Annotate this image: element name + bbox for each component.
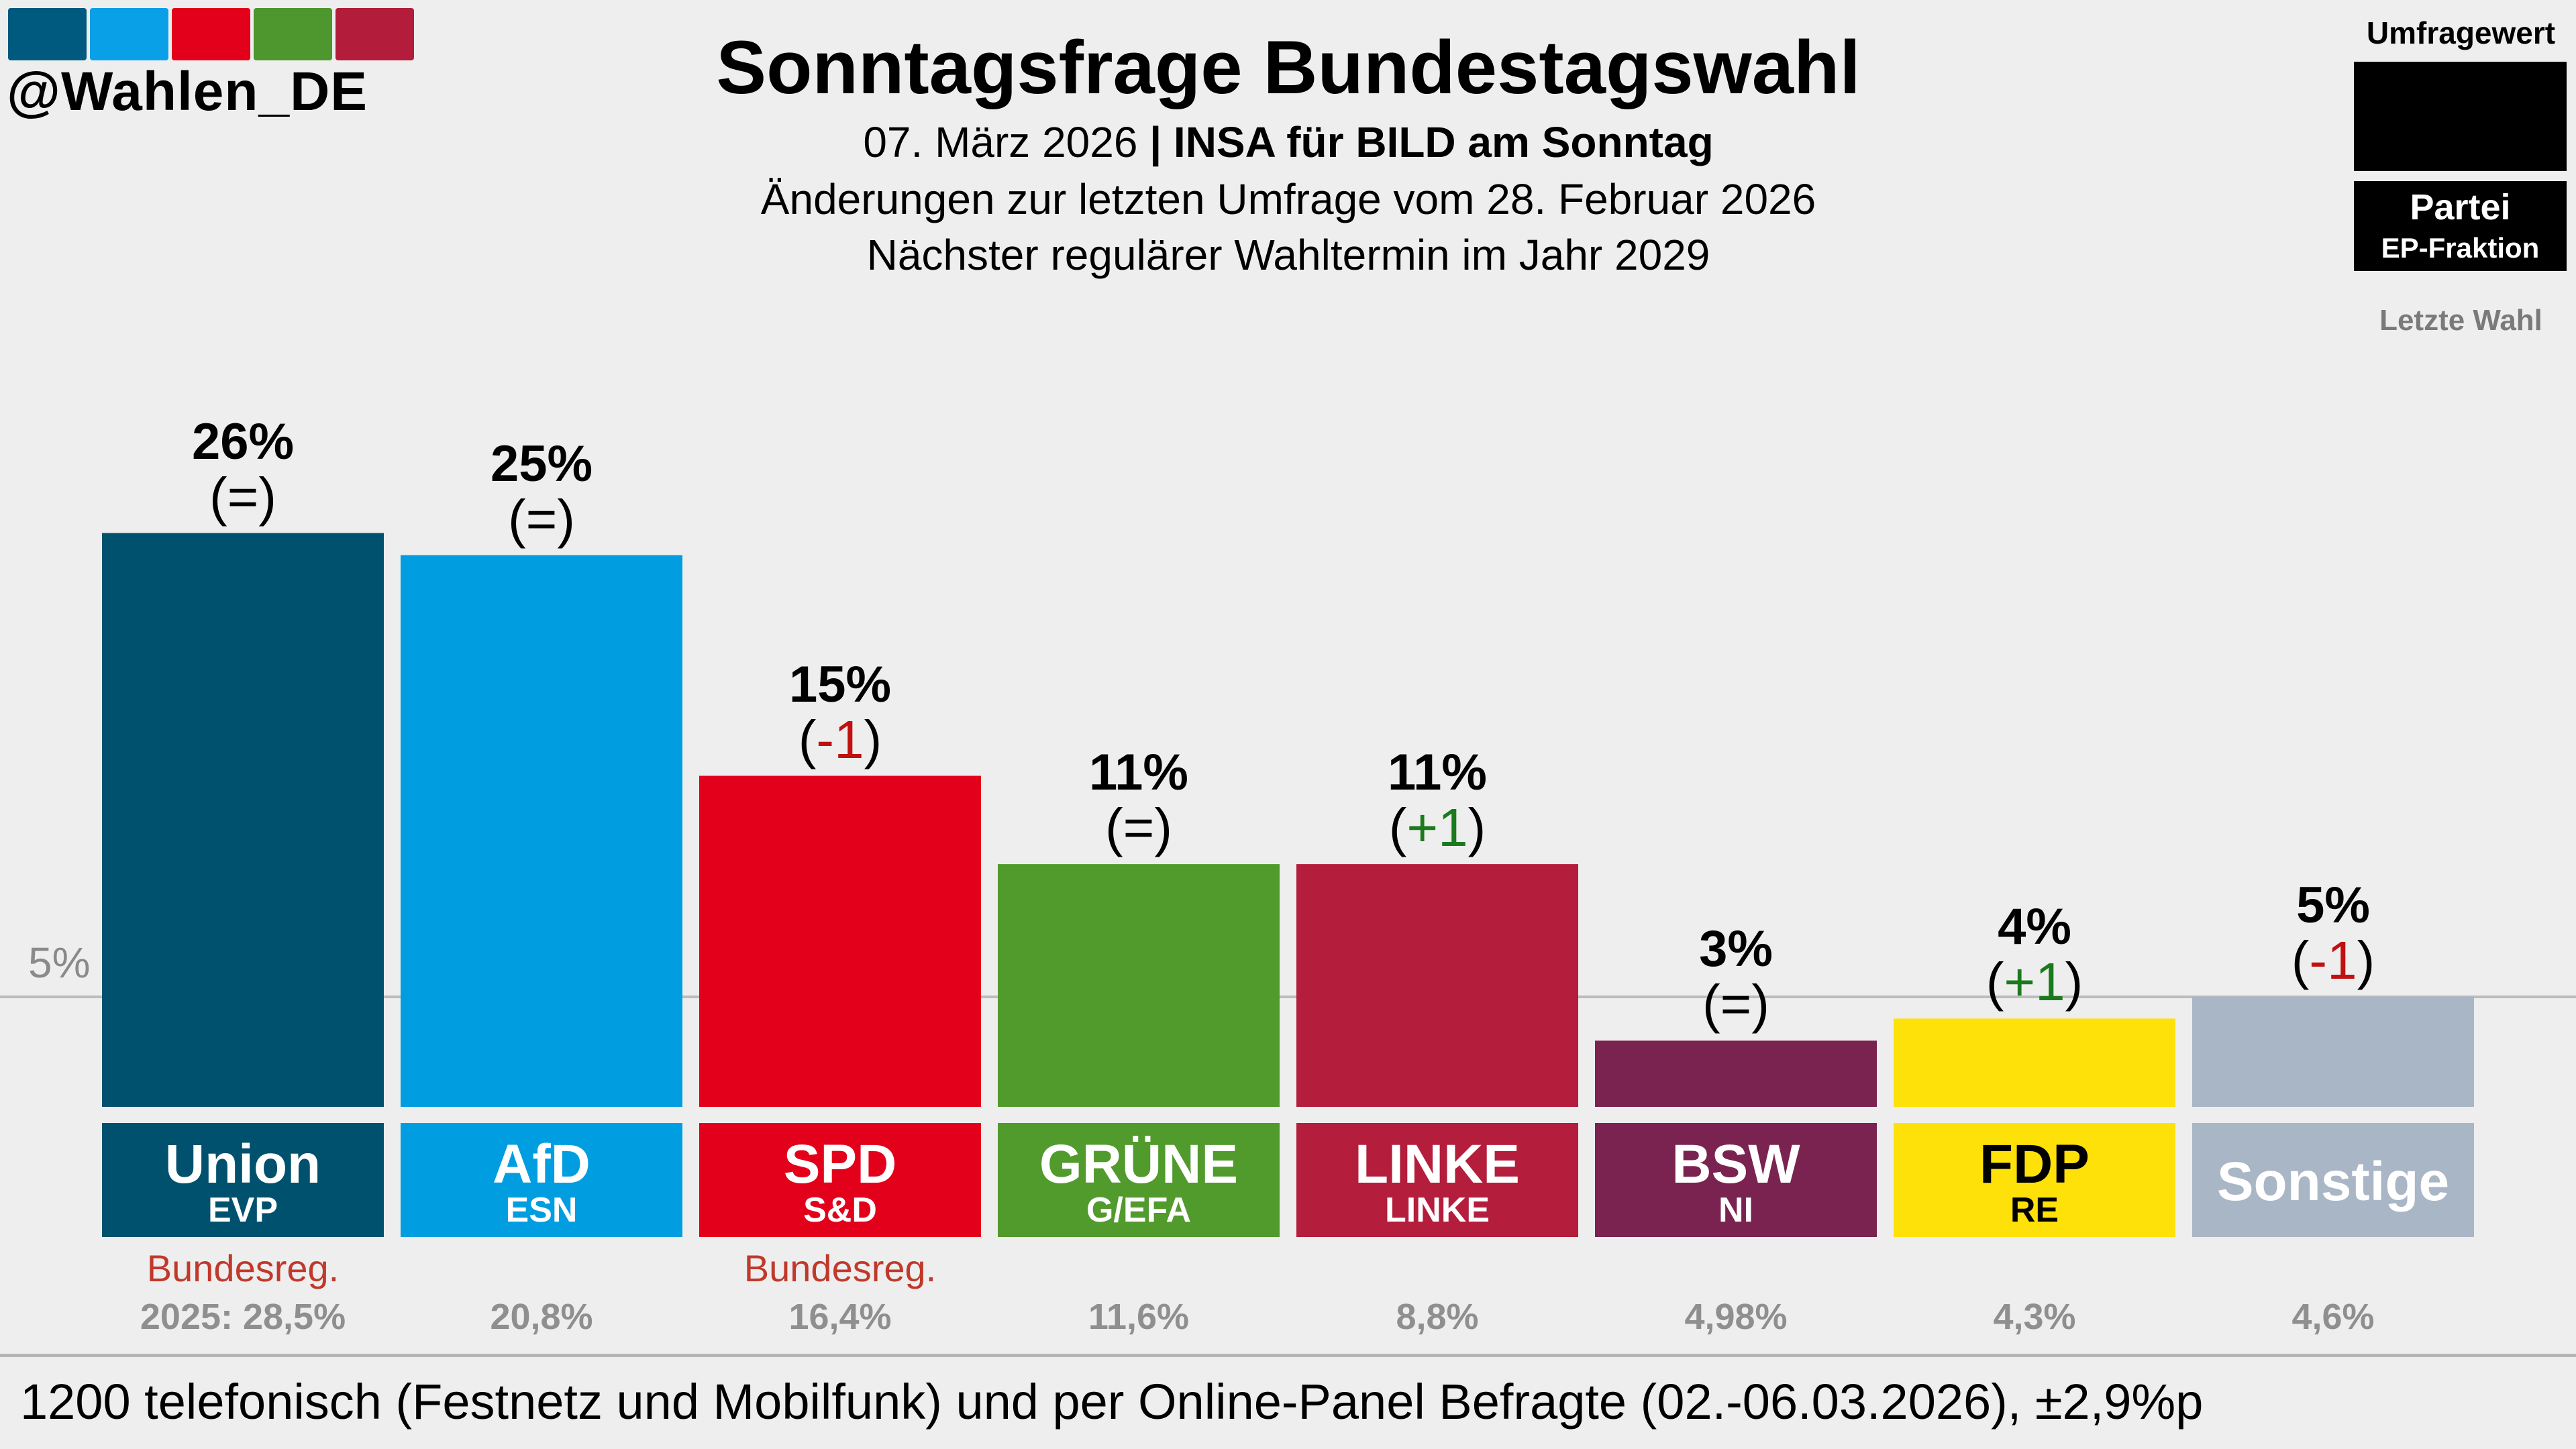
ep-group: S&D	[803, 1191, 877, 1230]
bar-union	[102, 533, 384, 1107]
legend-party-box: Partei EP-Fraktion	[2354, 181, 2567, 271]
last-election-gr-ne: 11,6%	[1088, 1297, 1190, 1337]
change-label-gr-ne: (=)	[1105, 798, 1172, 858]
bar-gr-ne	[998, 864, 1280, 1107]
change-label-sonstige: (-1)	[2291, 930, 2375, 990]
ep-group: G/EFA	[1086, 1191, 1192, 1230]
party-label-box-fdp: FDP RE	[1894, 1123, 2175, 1237]
party-label-box-bsw: BSW NI	[1595, 1123, 1877, 1237]
ep-group: ESN	[505, 1191, 578, 1230]
change-label-union: (=)	[209, 466, 276, 527]
poll-info: 07. März 2026 | INSA für BILD am Sonntag	[376, 114, 2201, 170]
bar-spd	[699, 775, 981, 1107]
last-election-afd: 20,8%	[490, 1297, 593, 1337]
last-election-union: 2025: 28,5%	[140, 1297, 346, 1337]
party-name: BSW	[1671, 1134, 1800, 1195]
value-label-afd: 25%	[490, 435, 593, 492]
chart-title: Sonntagsfrage Bundestagswahl	[716, 25, 1861, 109]
party-label-box-gr-ne: GRÜNE G/EFA	[998, 1123, 1280, 1237]
poll-institute: INSA für BILD am Sonntag	[1173, 118, 1714, 166]
change-label-linke: (+1)	[1388, 798, 1486, 858]
last-election-bsw: 4,98%	[1684, 1297, 1788, 1337]
party-label-box-spd: SPD S&D	[699, 1123, 981, 1237]
change-label-spd: (-1)	[798, 709, 882, 769]
value-label-union: 26%	[191, 413, 295, 470]
legend-poll-value-swatch	[2354, 62, 2567, 171]
next-election-note: Nächster regulärer Wahltermin im Jahr 20…	[866, 231, 1710, 279]
logo-color-block	[8, 8, 87, 60]
value-label-gr-ne: 11%	[1089, 744, 1188, 802]
value-label-bsw: 3%	[1699, 920, 1773, 978]
party-label-box-union: Union EVP	[102, 1123, 384, 1237]
bar-linke	[1296, 864, 1578, 1107]
poll-date: 07. März 2026	[863, 118, 1138, 166]
ep-group: LINKE	[1385, 1191, 1490, 1230]
party-name: Union	[164, 1134, 321, 1195]
government-badge-union: Bundesreg.	[146, 1247, 340, 1289]
party-label-box-afd: AfD ESN	[401, 1123, 682, 1237]
party-label-box-linke: LINKE LINKE	[1296, 1123, 1578, 1237]
bar-fdp	[1894, 1018, 2175, 1107]
footer-divider	[0, 1354, 2576, 1357]
value-label-linke: 11%	[1388, 744, 1487, 802]
change-label-fdp: (+1)	[1986, 952, 2083, 1012]
logo-color-block	[336, 8, 414, 60]
logo-color-block	[172, 8, 250, 60]
party-label-box-sonstige: Sonstige	[2192, 1123, 2474, 1237]
legend-last-election-label: Letzte Wahl	[2379, 304, 2542, 337]
last-election-sonstige: 4,6%	[2291, 1297, 2375, 1337]
ep-group: NI	[1718, 1191, 1753, 1230]
logo-color-strip	[8, 8, 414, 60]
last-election-spd: 16,4%	[788, 1297, 892, 1337]
party-name: GRÜNE	[1039, 1134, 1239, 1195]
reference-line-5-percent	[0, 996, 2576, 998]
logo-color-block	[90, 8, 168, 60]
change-label-afd: (=)	[508, 488, 575, 549]
legend-ep-group-label: EP-Fraktion	[2381, 232, 2540, 264]
footer-methodology: 1200 telefonisch (Festnetz und Mobilfunk…	[20, 1374, 2204, 1430]
legend-party-label: Partei	[2410, 187, 2511, 227]
bar-afd	[401, 555, 682, 1107]
separator: |	[1137, 118, 1174, 166]
ep-group: RE	[2010, 1191, 2059, 1230]
party-name: LINKE	[1355, 1134, 1520, 1195]
government-badge-spd: Bundesreg.	[743, 1247, 937, 1289]
bar-sonstige	[2192, 996, 2474, 1107]
changes-note: Änderungen zur letzten Umfrage vom 28. F…	[760, 175, 1816, 223]
logo-color-block	[254, 8, 332, 60]
reference-line-label: 5%	[28, 938, 91, 987]
party-name: SPD	[783, 1134, 897, 1195]
party-name: FDP	[1979, 1134, 2090, 1195]
last-election-linke: 8,8%	[1396, 1297, 1479, 1337]
party-name: Sonstige	[2216, 1151, 2450, 1212]
logo-handle: @Wahlen_DE	[7, 61, 368, 122]
value-label-fdp: 4%	[1998, 898, 2071, 956]
last-election-fdp: 4,3%	[1993, 1297, 2076, 1337]
ep-group: EVP	[207, 1191, 278, 1230]
bar-bsw	[1595, 1040, 1877, 1107]
change-label-bsw: (=)	[1702, 974, 1769, 1034]
legend-poll-value-label: Umfragewert	[2366, 15, 2556, 50]
party-name: AfD	[493, 1134, 590, 1195]
value-label-sonstige: 5%	[2296, 876, 2370, 934]
value-label-spd: 15%	[788, 655, 892, 713]
